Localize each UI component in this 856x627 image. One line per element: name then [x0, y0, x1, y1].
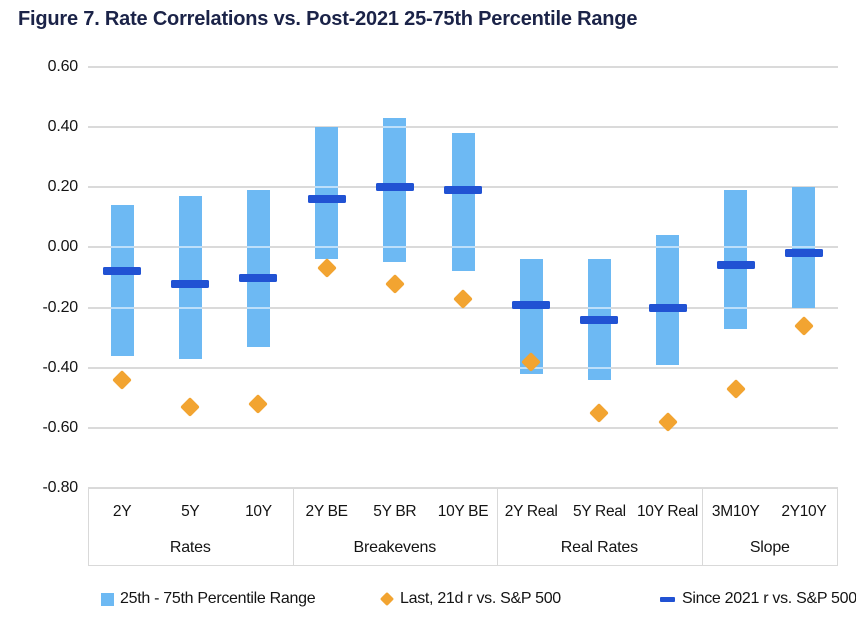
- y-tick-label: 0.00: [47, 238, 79, 256]
- x-tick-label: 5Y BR: [373, 503, 417, 520]
- y-tick-label: -0.20: [42, 298, 79, 316]
- dash-legend-marker-icon: [660, 596, 675, 602]
- since-2021-dash-marker: [171, 279, 210, 288]
- last-21d-diamond-marker: [794, 315, 814, 336]
- last-21d-diamond-marker: [589, 402, 610, 423]
- gridline-overlay: [110, 306, 134, 309]
- gridline-overlay: [656, 246, 680, 249]
- legend-item: Last, 21d r vs. S&P 500: [379, 588, 561, 610]
- since-2021-dash-marker: [307, 195, 346, 204]
- gridline-overlay: [110, 246, 134, 249]
- last-21d-diamond-marker: [725, 378, 746, 399]
- last-21d-diamond-marker: [453, 288, 473, 309]
- x-tick-label: 2Y10Y: [781, 503, 827, 520]
- percentile-range-bar: [246, 190, 270, 347]
- percentile-range-bar: [724, 190, 748, 329]
- gridline: [88, 366, 838, 369]
- figure-title: Figure 7. Rate Correlations vs. Post-202…: [18, 8, 638, 30]
- gridline: [88, 126, 838, 129]
- gridline-overlay: [178, 306, 202, 309]
- percentile-range-bar: [792, 187, 816, 308]
- x-group-label: Rates: [169, 539, 211, 556]
- x-tick-label: 2Y BE: [305, 503, 348, 520]
- last-21d-diamond-marker: [384, 273, 405, 294]
- since-2021-dash-marker: [512, 300, 551, 309]
- since-2021-dash-marker: [648, 303, 687, 312]
- x-tick-label: 10Y Real: [636, 503, 699, 520]
- gridline-overlay: [315, 186, 339, 189]
- gridline-overlay: [383, 246, 407, 249]
- legend-item: 25th - 75th Percentile Range: [101, 588, 316, 610]
- x-tick-label: 2Y Real: [504, 503, 558, 520]
- y-tick-label: -0.40: [42, 358, 79, 376]
- x-tick-label: 3M10Y: [711, 503, 760, 520]
- legend-label: 25th - 75th Percentile Range: [120, 590, 316, 607]
- x-tick-label: 10Y BE: [437, 503, 489, 520]
- y-tick-label: 0.20: [47, 178, 79, 196]
- since-2021-dash-marker: [444, 186, 482, 195]
- gridline-overlay: [246, 306, 270, 309]
- group-separator: [701, 488, 703, 566]
- x-tick-label: 5Y Real: [572, 503, 626, 520]
- x-tick-label: 5Y: [181, 503, 200, 520]
- since-2021-dash-marker: [239, 273, 278, 282]
- diamond-legend-marker-icon: [379, 591, 395, 607]
- percentile-range-bar: [451, 133, 475, 272]
- gridline-overlay: [315, 246, 339, 249]
- y-tick-label: 0.60: [47, 58, 79, 75]
- x-group-label: Real Rates: [560, 539, 638, 556]
- gridline: [88, 426, 838, 429]
- group-separator: [497, 488, 499, 566]
- percentile-range-bar: [315, 127, 339, 260]
- gridline: [88, 66, 838, 68]
- gridline-overlay: [178, 246, 202, 249]
- gridline-overlay: [587, 306, 611, 309]
- gridline-overlay: [792, 246, 816, 249]
- legend-item: Since 2021 r vs. S&P 500: [660, 588, 856, 610]
- last-21d-diamond-marker: [180, 396, 201, 417]
- x-tick-label: 10Y: [245, 503, 272, 520]
- percentile-range-bar: [656, 235, 680, 365]
- gridline-overlay: [724, 246, 748, 249]
- last-21d-diamond-marker: [248, 393, 269, 414]
- y-tick-label: 0.40: [47, 118, 79, 136]
- gridline-overlay: [383, 126, 407, 129]
- y-tick-label: -0.80: [42, 479, 79, 496]
- since-2021-dash-marker: [580, 315, 619, 324]
- gridline-overlay: [587, 366, 611, 369]
- x-group-label: Slope: [749, 539, 790, 556]
- x-tick-label: 2Y: [112, 503, 132, 520]
- square-legend-marker-icon: [101, 592, 114, 606]
- group-separator: [292, 488, 294, 566]
- percentile-range-bar: [178, 196, 202, 359]
- legend-label: Last, 21d r vs. S&P 500: [400, 590, 561, 607]
- x-axis-box: [88, 488, 838, 566]
- y-tick-label: -0.60: [42, 418, 79, 436]
- gridline-overlay: [246, 246, 270, 249]
- x-group-label: Breakevens: [353, 539, 437, 556]
- since-2021-dash-marker: [716, 261, 755, 270]
- gridline-overlay: [451, 246, 475, 249]
- since-2021-dash-marker: [375, 183, 414, 192]
- legend-label: Since 2021 r vs. S&P 500: [682, 590, 856, 607]
- gridline-overlay: [724, 306, 748, 309]
- last-21d-diamond-marker: [112, 369, 132, 390]
- since-2021-dash-marker: [784, 249, 823, 258]
- last-21d-diamond-marker: [316, 258, 337, 279]
- percentile-range-bar: [110, 205, 134, 356]
- since-2021-dash-marker: [103, 267, 142, 276]
